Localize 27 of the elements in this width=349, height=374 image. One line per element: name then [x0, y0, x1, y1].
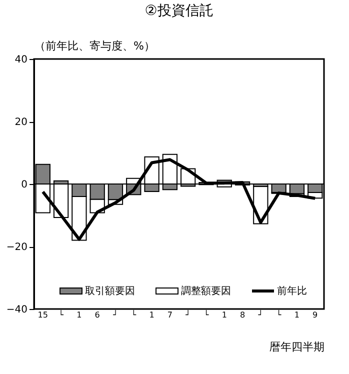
x-tick-label: 1 — [294, 310, 300, 320]
x-tick-label: ┘ — [112, 310, 118, 320]
y-tick-label: 20 — [14, 117, 28, 128]
x-tick-label: 1 — [76, 310, 82, 320]
x-tick-label: └ — [58, 310, 64, 320]
chart-title: ②投資信託 — [144, 3, 214, 19]
x-tick-label: └ — [131, 310, 136, 320]
y-tick-label: −40 — [6, 304, 28, 316]
legend-label: 前年比 — [277, 285, 307, 297]
x-tick-label: 7 — [167, 310, 172, 320]
y-tick-label: 0 — [21, 180, 28, 190]
y-tick-label: −20 — [6, 242, 28, 253]
x-tick-label: 1 — [222, 310, 227, 320]
y-axis-title: （前年比、寄与度、%） — [34, 40, 155, 52]
x-axis-title: 暦年四半期 — [270, 340, 324, 354]
x-tick-label: 8 — [240, 310, 246, 320]
x-tick-label: 1 — [149, 310, 154, 320]
x-tick-label: 6 — [94, 310, 100, 320]
x-tick-label: ┘ — [257, 310, 264, 320]
legend-label: 調整額要因 — [181, 285, 231, 297]
x-tick-label: ┘ — [184, 310, 190, 320]
x-tick-label: └ — [204, 310, 209, 320]
legend-label: 取引額要因 — [85, 285, 135, 297]
y-tick-label: 40 — [14, 54, 28, 66]
x-tick-label: 15 — [38, 310, 48, 320]
x-tick-label: 9 — [312, 310, 318, 320]
x-tick-label: └ — [276, 310, 282, 320]
